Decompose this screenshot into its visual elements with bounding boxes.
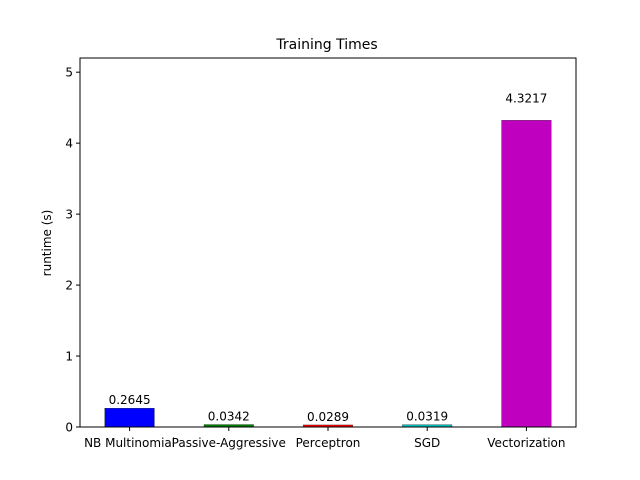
y-tick-label: 2 [65,279,73,293]
x-tick-label: NB Multinomial [84,436,175,450]
x-tick-label: Perceptron [296,436,361,450]
y-tick-label: 3 [65,208,73,222]
bar-value-label: 4.3217 [505,91,547,105]
bar [501,120,552,428]
bar-value-label: 0.0342 [208,410,250,424]
x-tick-label: Vectorization [487,436,565,450]
y-axis-label: runtime (s) [40,210,54,277]
y-tick-label: 5 [65,66,73,80]
y-tick-label: 4 [65,137,73,151]
bar-value-label: 0.0319 [406,410,448,424]
bar-value-label: 0.0289 [307,410,349,424]
x-tick-label: Passive-Aggressive [172,436,286,450]
x-tick-label: SGD [414,436,440,450]
bar-value-label: 0.2645 [109,393,151,407]
plot-frame [79,57,577,428]
y-tick-label: 0 [65,421,73,435]
chart-title: Training Times [275,37,377,53]
bar [104,408,155,428]
plot-area: 0 1 2 3 4 5 0.2645 NB Multinomial 0.0342 Passive-… [65,66,565,450]
y-tick-label: 1 [65,350,73,364]
